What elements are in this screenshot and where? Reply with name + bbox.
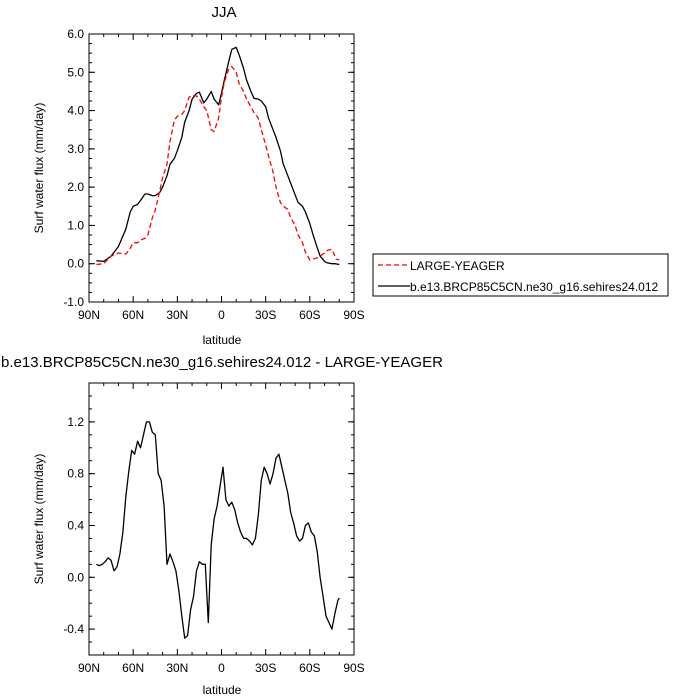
x-tick-label: 0: [218, 661, 225, 675]
x-tick-label: 90N: [78, 308, 100, 322]
x-tick-label: 0: [218, 308, 225, 322]
x-tick-label: 60N: [122, 661, 144, 675]
top-plot-frame: [88, 33, 355, 303]
x-tick-label: 90S: [343, 661, 364, 675]
y-tick-label: 5.0: [67, 65, 84, 79]
top-axes: 90N 60N 30N 0 30S 60S 90S -1.0 0.0 1.0 2.0 3.0 4.0 5.…: [63, 27, 364, 322]
legend-label-b-e13: b.e13.BRCP85C5CN.ne30_g16.sehires24.012: [410, 280, 658, 294]
bottom-axes: 90N 60N 30N 0 30S 60S 90S -0.4 0.0 0.4 0.8 1.2: [63, 382, 365, 675]
y-tick-label: 1.0: [67, 218, 84, 232]
x-tick-label: 60S: [299, 661, 320, 675]
top-panel: JJA 90N 60N 30N 0 30S 60S 90S -1.0 0.0 1.0 2.0 3.0 4…: [32, 4, 365, 347]
x-tick-label: 30S: [255, 308, 276, 322]
top-series: [96, 46, 340, 266]
bottom-y-axis-label: Surf water flux (mm/day): [32, 454, 46, 585]
legend-box: [372, 253, 669, 297]
legend: LARGE-YEAGER b.e13.BRCP85C5CN.ne30_g16.s…: [372, 253, 669, 297]
bottom-panel: b.e13.BRCP85C5CN.ne30_g16.sehires24.012 …: [1, 354, 443, 697]
y-tick-label: 0.0: [67, 257, 84, 271]
y-tick-label: -0.4: [63, 622, 84, 636]
x-tick-label: 60N: [122, 308, 144, 322]
x-tick-label: 30S: [255, 661, 276, 675]
top-x-axis-label: latitude: [203, 333, 242, 347]
bottom-series: [96, 421, 340, 639]
series-line-0-1: [96, 65, 340, 266]
x-tick-label: 60S: [299, 308, 320, 322]
y-tick-label: 0.8: [67, 467, 84, 481]
y-tick-label: 4.0: [67, 104, 84, 118]
x-tick-label: 30N: [166, 308, 188, 322]
y-tick-label: 1.2: [67, 415, 84, 429]
top-y-axis-label: Surf water flux (mm/day): [32, 103, 46, 234]
series-line-1-0: [96, 421, 340, 639]
top-panel-title: JJA: [211, 4, 236, 21]
y-tick-label: 0.4: [67, 518, 84, 532]
y-tick-label: 6.0: [67, 27, 84, 41]
y-tick-label: 3.0: [67, 142, 84, 156]
x-tick-label: 90N: [78, 661, 100, 675]
x-tick-label: 30N: [166, 661, 188, 675]
y-tick-label: -1.0: [63, 295, 84, 309]
y-tick-label: 0.0: [67, 570, 84, 584]
x-tick-label: 90S: [343, 308, 364, 322]
bottom-plot-frame: [88, 382, 355, 656]
y-tick-label: 2.0: [67, 180, 84, 194]
bottom-panel-title: b.e13.BRCP85C5CN.ne30_g16.sehires24.012 …: [1, 354, 443, 371]
bottom-x-axis-label: latitude: [203, 683, 242, 697]
series-line-0-0: [96, 46, 340, 266]
legend-label-large-yeager: LARGE-YEAGER: [410, 259, 505, 273]
